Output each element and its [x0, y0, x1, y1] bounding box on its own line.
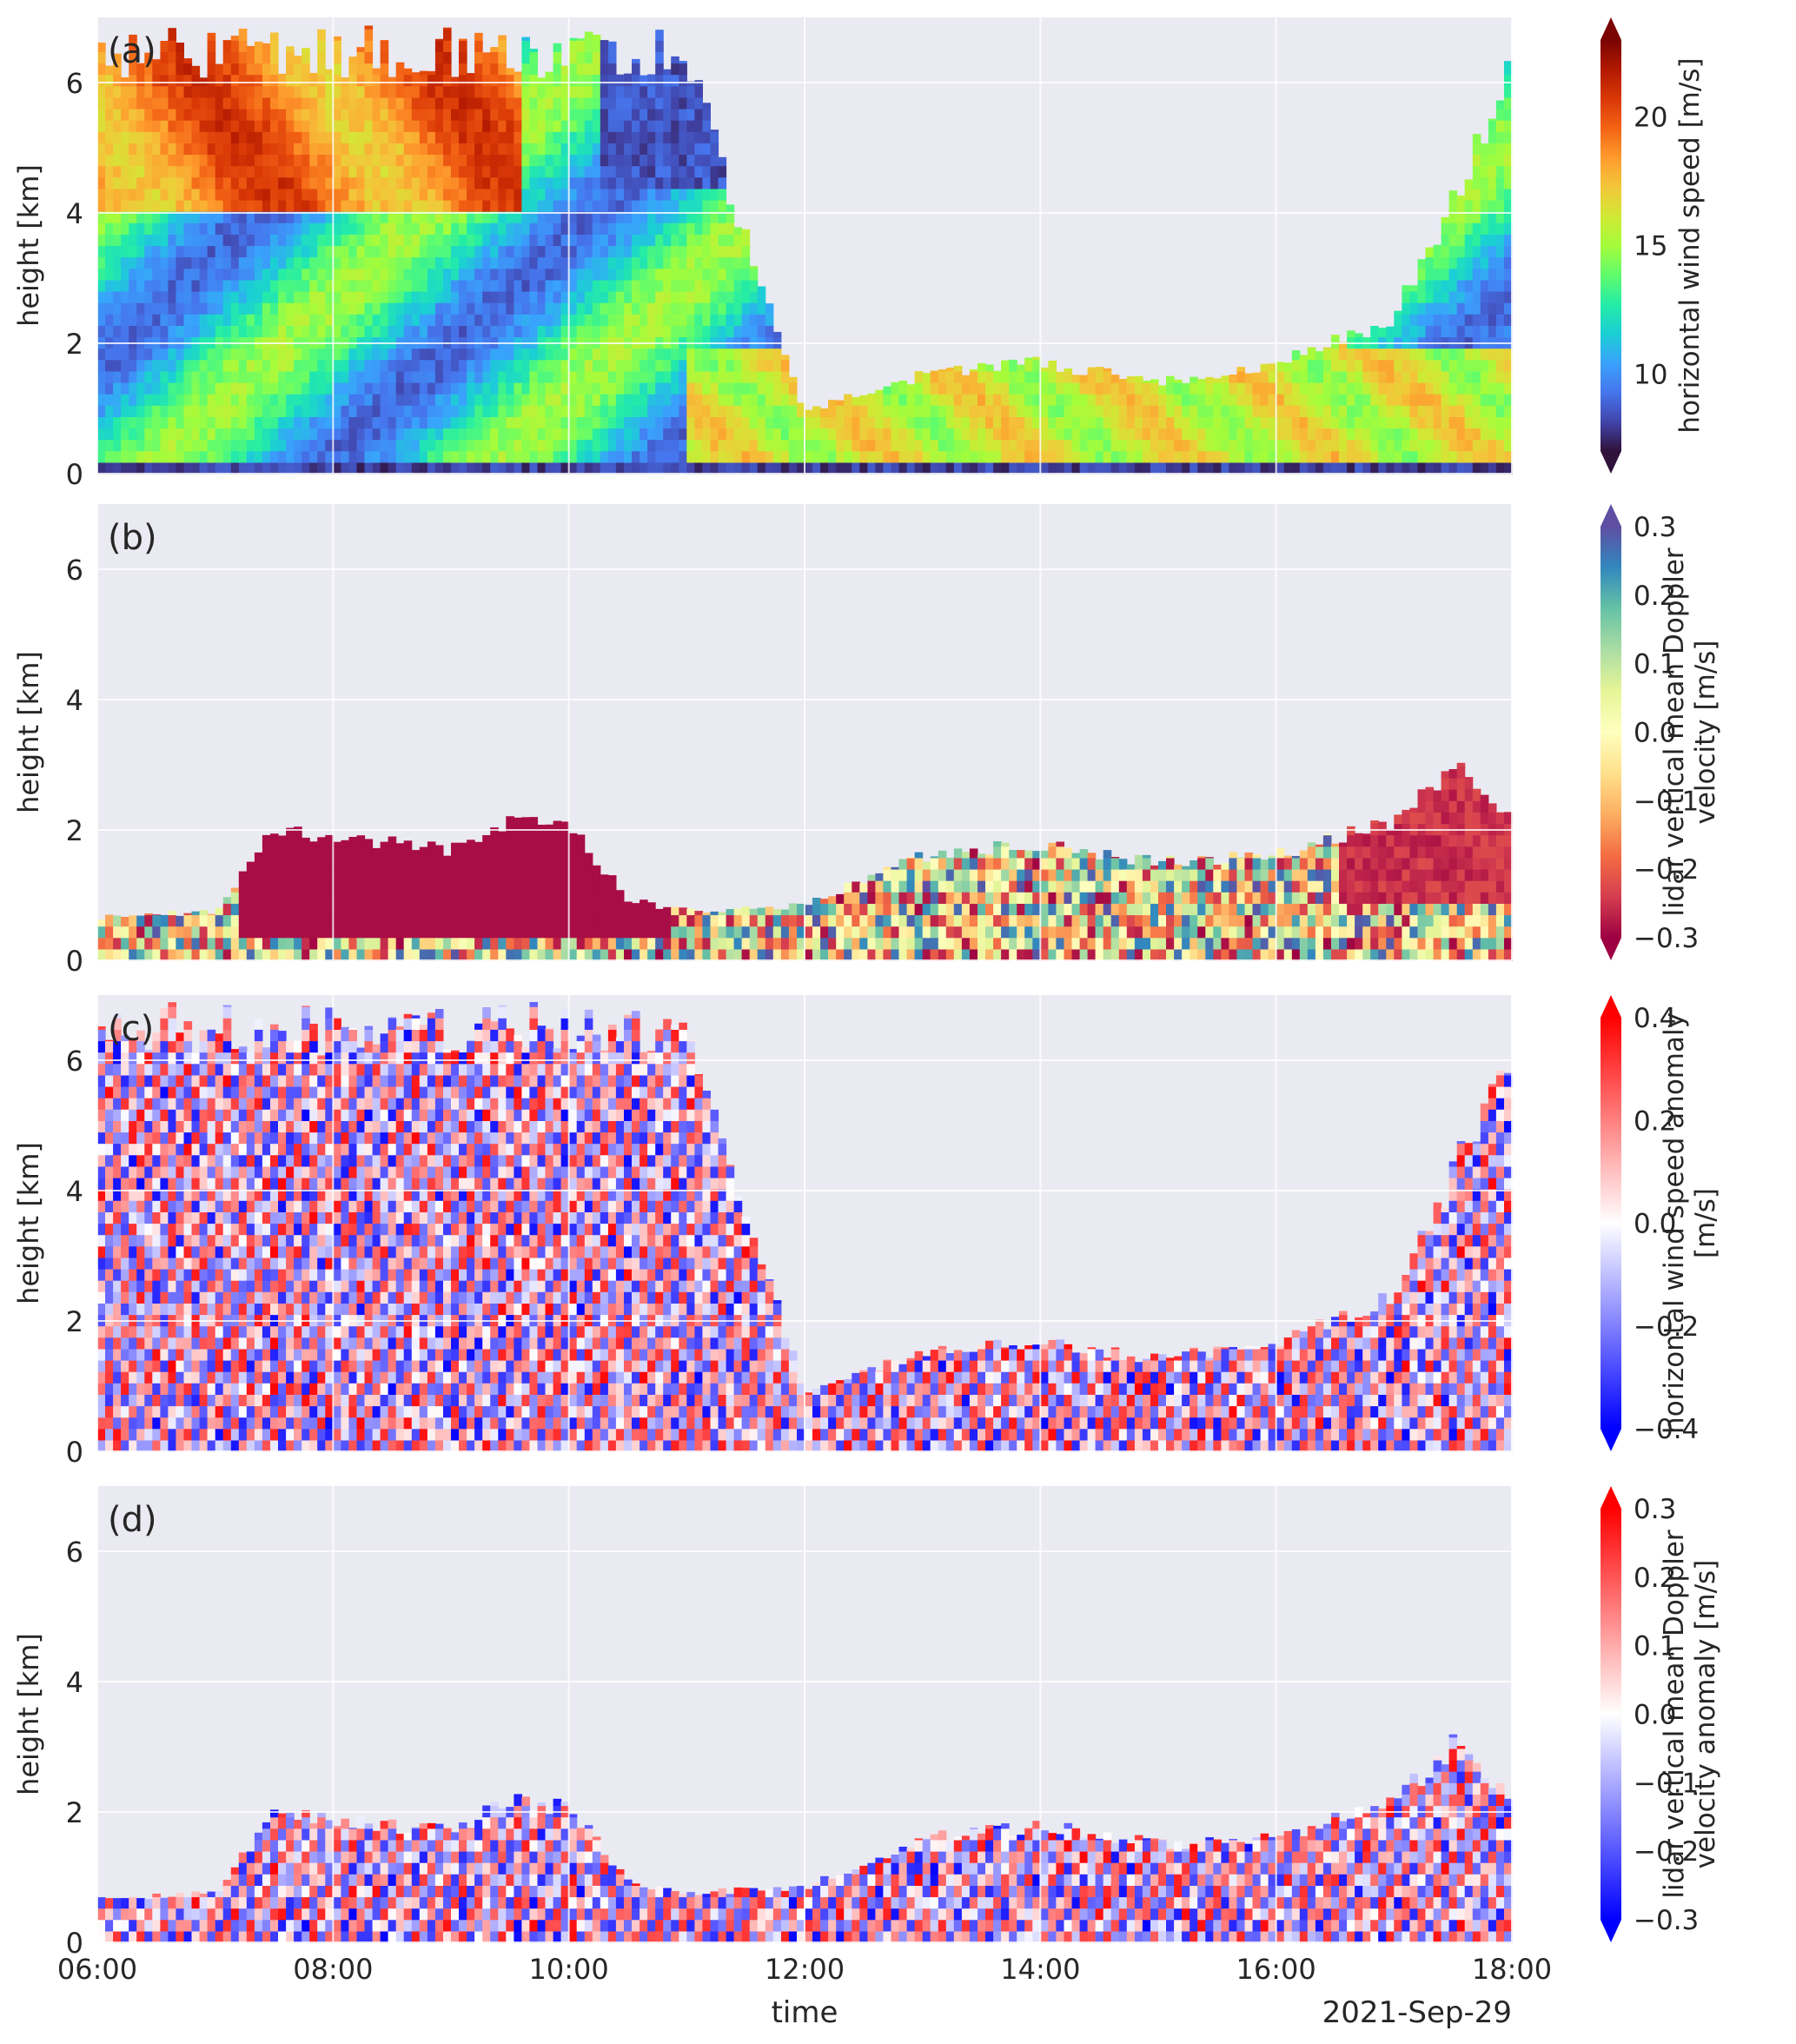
y-tick-label: 4: [66, 684, 83, 717]
x-axis-label: time: [772, 1995, 838, 2030]
colorbar-extend-min: [1600, 938, 1621, 960]
y-axis-label: height [km]: [12, 164, 45, 327]
colorbar-d: −0.3 −0.2 −0.1 0.0 0.1 0.2 0.3 lidar vertical m…: [1600, 1486, 1721, 1942]
colorbar-tick-label: −0.2: [1634, 1311, 1699, 1343]
x-axis-date-label: 2021-Sep-29: [1322, 1995, 1512, 2030]
colorbar-label: lidar vertical mean Doppler: [1659, 548, 1690, 917]
panel-label: (d): [108, 1500, 157, 1540]
panel-label: (c): [108, 1009, 154, 1049]
panel-label: (a): [108, 31, 156, 71]
colorbar-b: −0.3 −0.2 −0.1 0.0 0.1 0.2 0.3 lidar vertical m…: [1600, 504, 1721, 960]
y-tick-label: 0: [66, 458, 83, 491]
colorbar-extend-min: [1600, 1429, 1621, 1451]
y-axis-label: height [km]: [12, 1142, 45, 1304]
x-tick-label: 10:00: [529, 1953, 609, 1986]
y-tick-label: 2: [66, 328, 83, 361]
y-tick-label: 6: [66, 67, 83, 100]
colorbar-gradient: [1600, 40, 1621, 451]
y-tick-label: 6: [66, 554, 83, 587]
heatmap-cells: [97, 762, 1513, 961]
panel-a: 0 2 4 6 (a) height [km] 10 15 20 horizontal wind …: [12, 17, 1706, 491]
x-tick-label: 08:00: [293, 1953, 373, 1986]
panel-c: 0 2 4 6 (c) height [km] −0.4 −0.2 0.0 0.2 0.4horiz…: [12, 995, 1721, 1469]
heatmap-cells: [97, 1002, 1513, 1452]
colorbar-tick-label: −0.1: [1634, 786, 1699, 817]
x-tick-label: 18:00: [1472, 1953, 1552, 1986]
y-tick-label: 2: [66, 1305, 83, 1338]
colorbar-extend-max: [1600, 504, 1621, 527]
colorbar-tick-label: 0.2: [1634, 581, 1676, 612]
y-tick-label: 0: [66, 1927, 83, 1960]
y-tick-label: 0: [66, 1436, 83, 1469]
colorbar-tick-label: 15: [1634, 231, 1667, 262]
y-tick-label: 0: [66, 945, 83, 978]
colorbar-label: horizontal wind speed [m/s]: [1674, 57, 1706, 433]
colorbar-tick-label: 0.2: [1634, 1105, 1676, 1137]
x-tick-label: 12:00: [765, 1953, 845, 1986]
colorbar-tick-label: 0.3: [1634, 512, 1676, 543]
colorbar-label: velocity [m/s]: [1690, 640, 1721, 825]
y-axis-label: height [km]: [12, 1633, 45, 1795]
colorbar-gradient: [1600, 1509, 1621, 1920]
y-axis-label: height [km]: [12, 651, 45, 813]
x-tick-label: 06:00: [57, 1953, 137, 1986]
colorbar-tick-label: −0.1: [1634, 1768, 1699, 1799]
x-axis: 06:00 08:00 10:00 12:00 14:00 16:00 18:00 time…: [57, 1953, 1552, 2030]
y-tick-label: 4: [66, 1175, 83, 1208]
y-tick-label: 4: [66, 197, 83, 230]
x-tick-labels: 06:00 08:00 10:00 12:00 14:00 16:00 18:00: [57, 1953, 1552, 1986]
colorbar-tick-label: 0.0: [1634, 718, 1676, 749]
colorbar-tick-label: 0.0: [1634, 1209, 1676, 1240]
y-tick-label: 6: [66, 1045, 83, 1078]
colorbar-label: velocity anomaly [m/s]: [1690, 1560, 1721, 1869]
colorbar-tick-label: −0.2: [1634, 1836, 1699, 1868]
colorbar-label: lidar vertical mean Doppler: [1659, 1530, 1690, 1899]
colorbar-tick-label: 0.3: [1634, 1494, 1676, 1525]
y-tick-label: 4: [66, 1666, 83, 1699]
colorbar-tick-label: 0.4: [1634, 1003, 1676, 1034]
x-tick-label: 16:00: [1236, 1953, 1316, 1986]
colorbar-extend-min: [1600, 451, 1621, 474]
panel-label: (b): [108, 518, 157, 558]
colorbar-label: [m/s]: [1690, 1188, 1721, 1258]
y-tick-label: 6: [66, 1536, 83, 1569]
colorbar-tick-label: 0.2: [1634, 1563, 1676, 1594]
y-tick-label: 2: [66, 814, 83, 847]
colorbar-gradient: [1600, 1018, 1621, 1429]
colorbar-extend-min: [1600, 1920, 1621, 1942]
colorbar-extend-max: [1600, 1486, 1621, 1509]
colorbar-tick-label: −0.3: [1634, 923, 1699, 954]
colorbar-gradient: [1600, 527, 1621, 938]
colorbar-tick-label: −0.2: [1634, 854, 1699, 886]
heatmap-cells: [97, 1734, 1513, 1943]
colorbar-extend-max: [1600, 17, 1621, 40]
colorbar-label: horizontal wind speed anomaly: [1659, 1012, 1690, 1434]
colorbar-tick-label: 20: [1634, 103, 1667, 134]
colorbar-extend-max: [1600, 995, 1621, 1018]
colorbar-tick-label: 0.1: [1634, 1631, 1676, 1662]
colorbar-tick-label: 10: [1634, 359, 1667, 390]
x-tick-label: 14:00: [1000, 1953, 1080, 1986]
colorbar-tick-label: 0.1: [1634, 649, 1676, 680]
colorbar-tick-label: −0.4: [1634, 1414, 1699, 1445]
colorbar-a: 10 15 20 horizontal wind speed [m/s]: [1600, 17, 1706, 474]
panel-d: 0 2 4 6 (d) height [km] −0.3 −0.2 −0.1 0.0 0.1 0.2 0…: [12, 1486, 1721, 1960]
panel-b: 0 2 4 6 (b) height [km] −0.3 −0.2 −0.1 0.0 0.1 0.2 0…: [12, 504, 1721, 978]
colorbar-tick-label: −0.3: [1634, 1905, 1699, 1936]
heatmap-cells: [97, 25, 1513, 474]
y-tick-label: 2: [66, 1796, 83, 1829]
colorbar-tick-label: 0.0: [1634, 1700, 1676, 1731]
